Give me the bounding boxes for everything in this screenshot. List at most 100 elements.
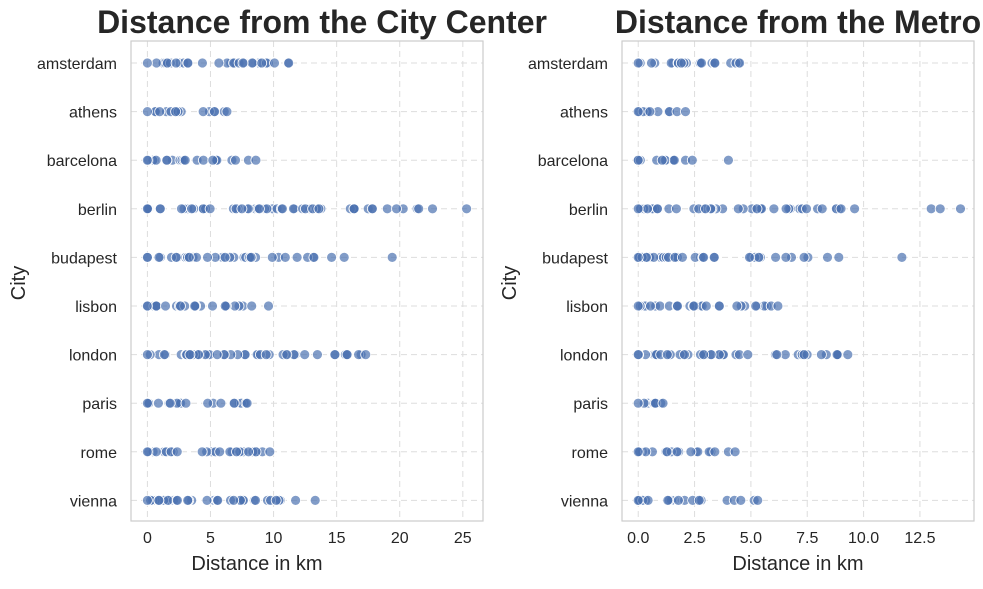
scatter-point <box>197 154 209 166</box>
scatter-point <box>202 251 213 263</box>
y-tick-label-vienna: vienna <box>70 493 117 510</box>
scatter-point <box>341 349 353 361</box>
scatter-point <box>219 300 231 312</box>
x-axis-label: Distance in km <box>732 553 863 575</box>
scatter-point <box>256 57 268 69</box>
x-tick-label: 25 <box>454 530 472 547</box>
scatter-point <box>329 349 341 361</box>
scatter-point <box>141 251 153 263</box>
scatter-point <box>245 251 257 263</box>
scatter-point <box>204 203 216 215</box>
scatter-point <box>729 446 741 458</box>
scatter-point <box>182 57 194 69</box>
row-points-athens <box>141 106 233 117</box>
scatter-point <box>677 251 688 263</box>
scatter-point <box>668 154 680 166</box>
row-points-berlin <box>632 203 966 215</box>
data-points <box>632 57 966 506</box>
y-tick-label-barcelona: barcelona <box>538 153 608 170</box>
scatter-point <box>680 106 691 117</box>
scatter-point <box>925 203 937 215</box>
y-axis-label: City <box>8 266 30 300</box>
scatter-point <box>279 251 291 263</box>
scatter-point <box>386 251 398 263</box>
scatter-point <box>211 349 223 361</box>
scatter-point <box>141 154 153 166</box>
scatter-point <box>141 57 153 69</box>
y-tick-label-athens: athens <box>69 105 117 122</box>
scatter-point <box>723 154 734 166</box>
scatter-point <box>276 203 288 215</box>
scatter-point <box>283 57 295 69</box>
scatter-point <box>207 154 219 166</box>
scatter-point <box>742 349 754 361</box>
scatter-point <box>308 251 320 263</box>
scatter-point <box>213 57 225 69</box>
scatter-point <box>772 300 784 312</box>
x-tick-label: 12.5 <box>904 530 935 547</box>
scatter-point <box>896 251 908 263</box>
scatter-point <box>366 203 378 215</box>
row-points-berlin <box>141 203 473 215</box>
scatter-point <box>141 300 153 312</box>
scatter-point <box>842 349 854 361</box>
row-points-rome <box>632 446 741 458</box>
scatter-point <box>632 494 644 506</box>
scatter-point <box>671 446 683 458</box>
scatter-point <box>263 300 274 312</box>
scatter-point <box>158 349 170 361</box>
scatter-point <box>189 300 201 312</box>
scatter-point <box>313 203 325 215</box>
y-tick-label-athens: athens <box>560 105 608 122</box>
scatter-point <box>221 106 233 117</box>
scatter-point <box>180 397 192 409</box>
y-tick-label-rome: rome <box>81 445 118 462</box>
plot-frame <box>130 40 484 522</box>
scatter-point <box>311 349 323 361</box>
scatter-point <box>391 203 402 215</box>
scatter-point <box>299 349 311 361</box>
y-tick-label-lisbon: lisbon <box>75 299 117 316</box>
scatter-point <box>171 446 183 458</box>
scatter-point <box>642 203 653 215</box>
scatter-point <box>461 203 473 215</box>
scatter-point <box>673 494 684 506</box>
scatter-point <box>632 251 644 263</box>
scatter-point <box>835 203 847 215</box>
scatter-point <box>153 251 165 263</box>
row-points-london <box>632 349 854 361</box>
scatter-point <box>253 203 265 215</box>
scatter-point <box>250 154 262 166</box>
scatter-point <box>243 446 254 458</box>
scatter-point <box>209 106 220 117</box>
scatter-point <box>696 57 707 69</box>
scatter-point <box>656 154 668 166</box>
row-points-amsterdam <box>632 57 745 69</box>
scatter-point <box>688 300 700 312</box>
x-tick-label: 0.0 <box>627 530 649 547</box>
grid <box>622 41 974 521</box>
x-tick-label: 0 <box>143 530 152 547</box>
scatter-point <box>179 154 191 166</box>
scatter-point <box>632 154 644 166</box>
scatter-point <box>246 300 258 312</box>
scatter-point <box>291 251 303 263</box>
chart-title: Distance from the City Center <box>97 4 547 40</box>
scatter-point <box>645 300 656 312</box>
row-points-budapest <box>141 251 398 263</box>
scatter-point <box>152 397 164 409</box>
scatter-point <box>700 300 712 312</box>
scatter-point <box>196 446 208 458</box>
scatter-point <box>202 397 214 409</box>
scatter-point <box>154 203 166 215</box>
scatter-point <box>661 446 673 458</box>
y-tick-label-paris: paris <box>82 396 117 413</box>
row-points-lisbon <box>141 300 274 312</box>
scatter-point <box>672 300 683 312</box>
scatter-point <box>849 203 860 215</box>
scatter-point <box>632 349 644 361</box>
scatter-point <box>955 203 966 215</box>
scatter-point <box>833 251 845 263</box>
scatter-point <box>207 300 218 312</box>
x-tick-label: 15 <box>328 530 346 547</box>
